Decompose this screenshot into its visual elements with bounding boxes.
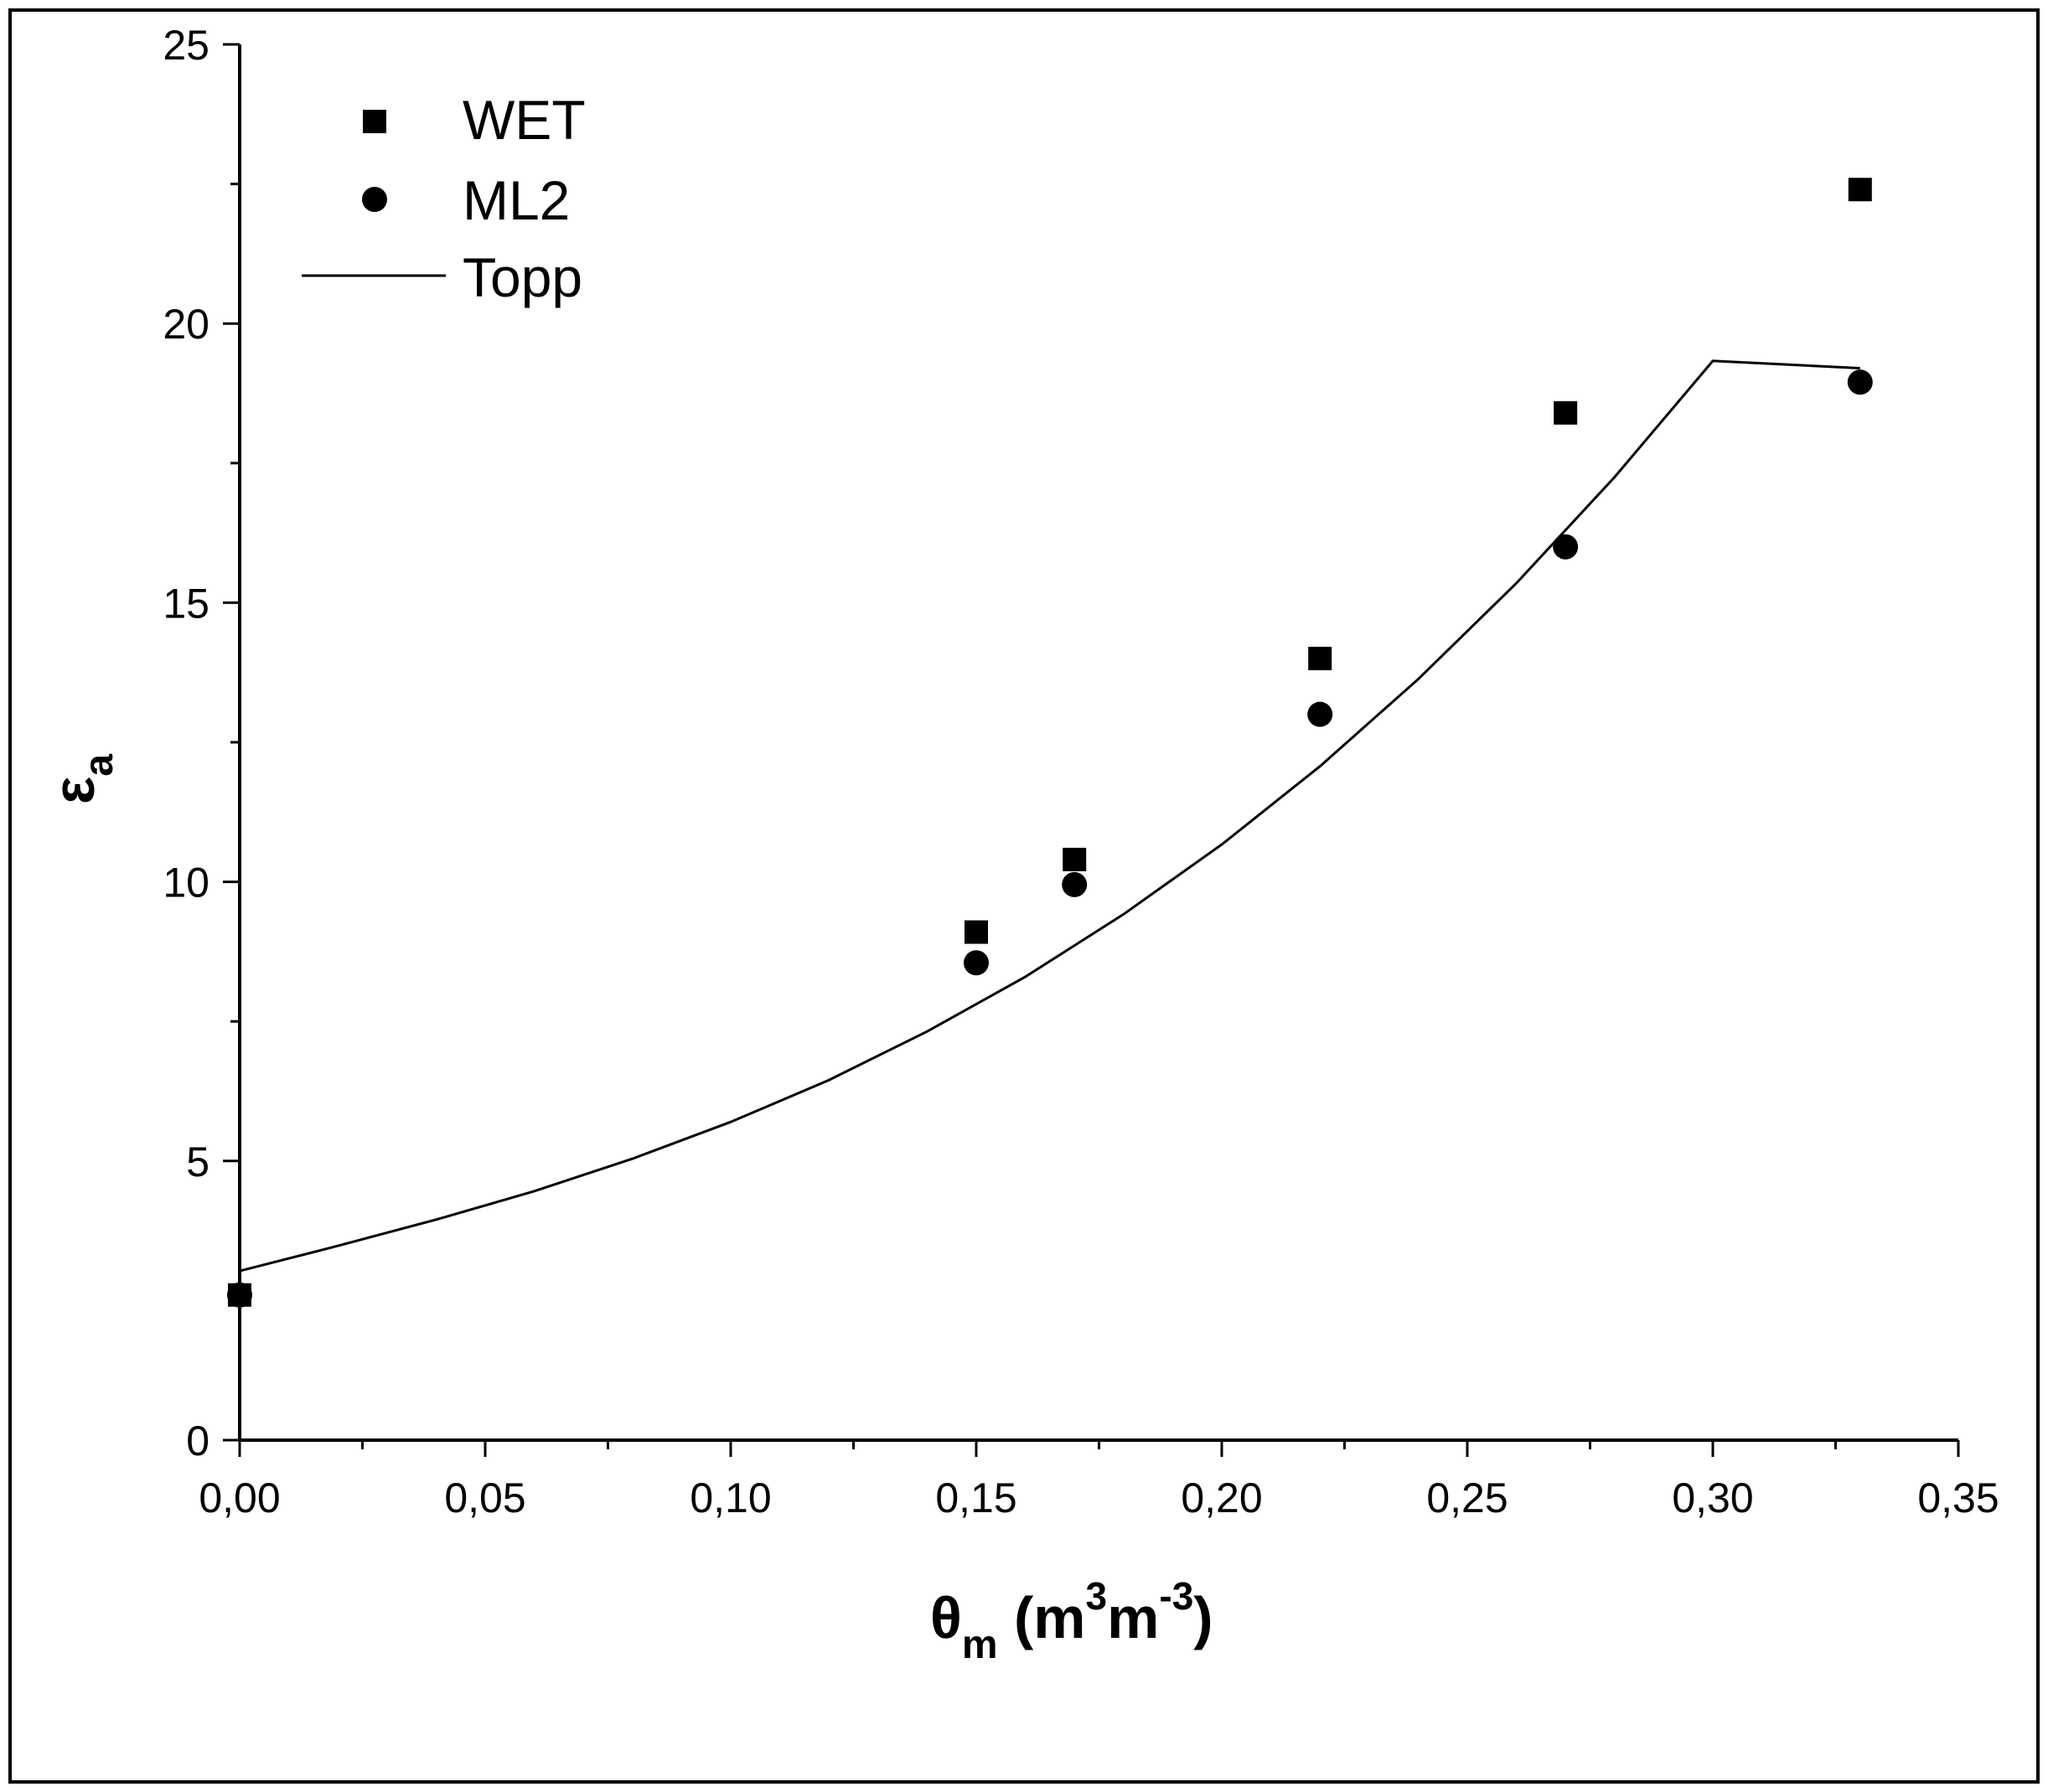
y-axis-symbol: ε xyxy=(41,777,106,804)
y-tick-label: 25 xyxy=(163,22,209,69)
axis-ticks xyxy=(223,43,1960,1457)
x-axis-unit-sup2: -3 xyxy=(1159,1574,1193,1618)
legend-marker-ml2 xyxy=(362,187,387,212)
y-tick-label: 15 xyxy=(163,580,209,627)
data-point-ml2 xyxy=(1062,871,1088,897)
y-tick-label: 20 xyxy=(163,301,209,348)
x-tick-label: 0,10 xyxy=(690,1474,771,1521)
data-point-ml2 xyxy=(227,1282,252,1308)
x-tick-label: 0,00 xyxy=(199,1474,280,1521)
data-point-ml2 xyxy=(1553,534,1579,560)
x-axis-title: θm (m3m-3) xyxy=(930,1574,1213,1667)
x-tick-label: 0,25 xyxy=(1426,1474,1508,1521)
data-point-ml2 xyxy=(1307,701,1333,727)
x-axis-unit-open: (m xyxy=(998,1585,1086,1650)
legend-label-wet: WET xyxy=(463,89,586,151)
x-axis-symbol: θ xyxy=(930,1585,962,1650)
data-point-wet xyxy=(1063,847,1087,871)
series-line-topp xyxy=(239,359,1860,1273)
x-tick-label: 0,30 xyxy=(1672,1474,1753,1521)
x-tick-label: 0,35 xyxy=(1917,1474,1999,1521)
legend: WET ML2 Topp xyxy=(302,89,586,308)
x-tick-label: 0,20 xyxy=(1181,1474,1262,1521)
x-axis-unit-close: ) xyxy=(1193,1585,1213,1650)
data-point-wet xyxy=(1554,400,1578,425)
outer-frame xyxy=(8,8,2040,1784)
x-axis-unit-sup1: 3 xyxy=(1086,1574,1108,1618)
x-tick-label: 0,15 xyxy=(935,1474,1016,1521)
data-point-wet xyxy=(965,920,988,944)
series-layer xyxy=(227,178,1873,1308)
legend-label-ml2: ML2 xyxy=(463,169,570,231)
data-point-wet xyxy=(1848,178,1872,202)
data-point-ml2 xyxy=(1847,369,1873,395)
y-tick-label: 10 xyxy=(163,860,209,906)
tick-labels: 0,00 0,05 0,10 0,15 0,20 0,25 0,30 0,35 0 5 10 15 20… xyxy=(163,22,1999,1521)
legend-marker-wet xyxy=(363,110,386,133)
legend-label-topp: Topp xyxy=(463,246,582,308)
x-tick-label: 0,05 xyxy=(444,1474,525,1521)
y-axis-title: εa xyxy=(41,754,122,804)
x-axis-unit-mid: m xyxy=(1107,1585,1159,1650)
y-axis-subscript: a xyxy=(77,754,122,777)
data-point-ml2 xyxy=(964,950,989,976)
y-tick-label: 0 xyxy=(186,1418,209,1464)
x-axis-subscript: m xyxy=(962,1623,998,1667)
data-point-wet xyxy=(1308,647,1332,671)
y-tick-label: 5 xyxy=(186,1139,209,1185)
